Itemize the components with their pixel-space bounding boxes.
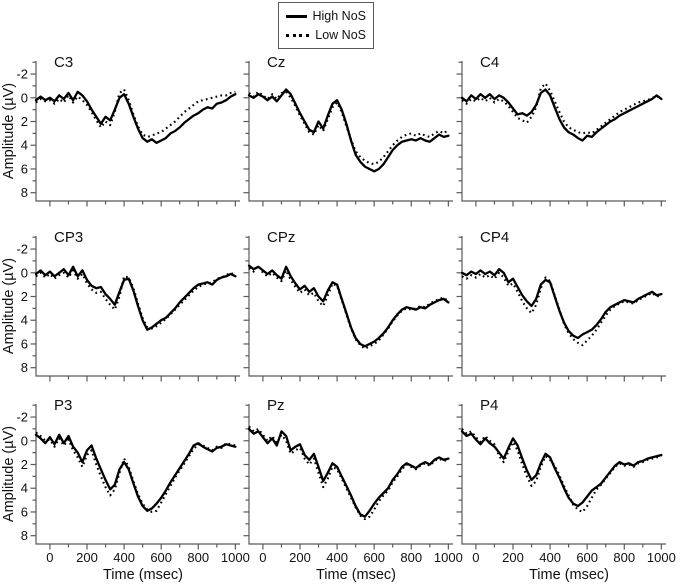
- x-tick-label: 400: [326, 550, 348, 565]
- y-tick-label: -2: [16, 410, 28, 425]
- x-tick-label: 200: [76, 550, 98, 565]
- x-tick-label: 1000: [221, 550, 250, 565]
- dotted-line-sample-icon: [286, 33, 310, 37]
- x-tick-label: 0: [46, 550, 53, 565]
- axes-spines: [461, 404, 666, 545]
- x-axis-label: Time (msec): [103, 567, 183, 583]
- y-tick-label: 2: [21, 457, 28, 472]
- x-tick-label: 600: [150, 550, 172, 565]
- x-tick-label: 400: [539, 550, 561, 565]
- y-axis-label: Amplitude (µV): [1, 426, 17, 522]
- x-tick-label: 600: [363, 550, 385, 565]
- solid-line-sample-icon: [286, 14, 307, 18]
- curve-low-nos: [461, 82, 662, 135]
- axes-spines: [461, 236, 666, 377]
- curve-high-nos: [460, 268, 663, 340]
- panel-title: CP3: [54, 229, 83, 246]
- x-tick-label: 0: [472, 550, 479, 565]
- curve-low-nos: [35, 88, 236, 138]
- axes-spines: [248, 404, 453, 545]
- curve-high-nos: [34, 90, 237, 145]
- y-tick-label: 6: [21, 336, 28, 351]
- x-tick-label: 600: [576, 550, 598, 565]
- x-tick-label: 400: [113, 550, 135, 565]
- legend: High NoS Low NoS: [278, 2, 374, 49]
- panel-C3: -2 0 2 4 6 8 C3 Amplitude (µV): [1, 54, 240, 207]
- curve-low-nos: [35, 269, 236, 330]
- legend-label-high-nos: High NoS: [312, 9, 367, 23]
- curve-high-nos: [34, 433, 237, 512]
- panel-title: C4: [480, 54, 499, 71]
- panel-Cz: Cz: [243, 54, 453, 207]
- curve-low-nos: [461, 428, 662, 514]
- panel-title: Cz: [267, 54, 285, 71]
- x-tick-label: 800: [613, 550, 635, 565]
- x-tick-label: 800: [187, 550, 209, 565]
- y-tick-label: 6: [21, 504, 28, 519]
- x-tick-label: 800: [400, 550, 422, 565]
- panel-P4: 0 200 400 600 800 1000 P4 Time (msec): [456, 397, 676, 583]
- y-tick-label: -2: [16, 242, 28, 257]
- y-tick-label: 8: [21, 528, 28, 543]
- panel-title: P4: [480, 397, 498, 414]
- axes-spines: [248, 61, 453, 202]
- axes-spines: [35, 61, 240, 202]
- curve-low-nos: [248, 425, 449, 521]
- curve-low-nos: [461, 271, 662, 347]
- y-tick-label: 0: [21, 90, 28, 105]
- y-tick-label: 8: [21, 185, 28, 200]
- axes-spines: [35, 236, 240, 377]
- y-tick-label: 2: [21, 114, 28, 129]
- legend-label-low-nos: Low NoS: [315, 28, 366, 42]
- panel-P3: 0 200 400 600 800 1000 -2 0 2 4 6 8 P3 Amplitude (µV)…: [1, 397, 250, 583]
- panel-CPz: CPz: [243, 229, 453, 382]
- curve-high-nos: [247, 88, 450, 173]
- panel-CP4: CP4: [456, 229, 666, 382]
- curve-low-nos: [248, 90, 450, 166]
- x-tick-label: 1000: [434, 550, 463, 565]
- legend-item-high-nos: High NoS: [286, 8, 366, 24]
- curve-low-nos: [35, 431, 236, 514]
- panel-CP3: -2 0 2 4 6 8 CP3 Amplitude (µV): [1, 229, 240, 382]
- x-axis-label: Time (msec): [529, 567, 609, 583]
- y-tick-label: 8: [21, 360, 28, 375]
- y-tick-label: 4: [21, 313, 28, 328]
- y-tick-label: -2: [16, 67, 28, 82]
- y-tick-label: 2: [21, 289, 28, 304]
- x-tick-label: 1000: [647, 550, 676, 565]
- panel-C4: C4: [456, 54, 666, 207]
- curve-high-nos: [34, 265, 237, 331]
- x-tick-label: 200: [289, 550, 311, 565]
- legend-item-low-nos: Low NoS: [286, 27, 366, 43]
- y-tick-label: 0: [21, 265, 28, 280]
- y-axis-label: Amplitude (µV): [1, 258, 17, 354]
- y-tick-label: 6: [21, 161, 28, 176]
- axes-spines: [248, 236, 453, 377]
- panel-title: CP4: [480, 229, 509, 246]
- curve-high-nos: [247, 427, 450, 518]
- panel-title: Pz: [267, 397, 285, 414]
- curve-low-nos: [248, 264, 450, 350]
- y-tick-label: 4: [21, 481, 28, 496]
- panel-title: P3: [54, 397, 72, 414]
- y-axis-label: Amplitude (µV): [1, 83, 17, 179]
- axes-spines: [461, 61, 666, 202]
- x-tick-label: 0: [259, 550, 266, 565]
- curve-high-nos: [460, 88, 663, 142]
- curve-high-nos: [460, 430, 663, 508]
- panel-title: C3: [54, 54, 73, 71]
- panel-title: CPz: [267, 229, 295, 246]
- x-axis-label: Time (msec): [316, 567, 396, 583]
- y-tick-label: 0: [21, 433, 28, 448]
- y-tick-label: 4: [21, 138, 28, 153]
- axes-spines: [35, 404, 240, 545]
- x-tick-label: 200: [502, 550, 524, 565]
- panel-Pz: 0 200 400 600 800 1000 Pz Time (msec): [243, 397, 463, 583]
